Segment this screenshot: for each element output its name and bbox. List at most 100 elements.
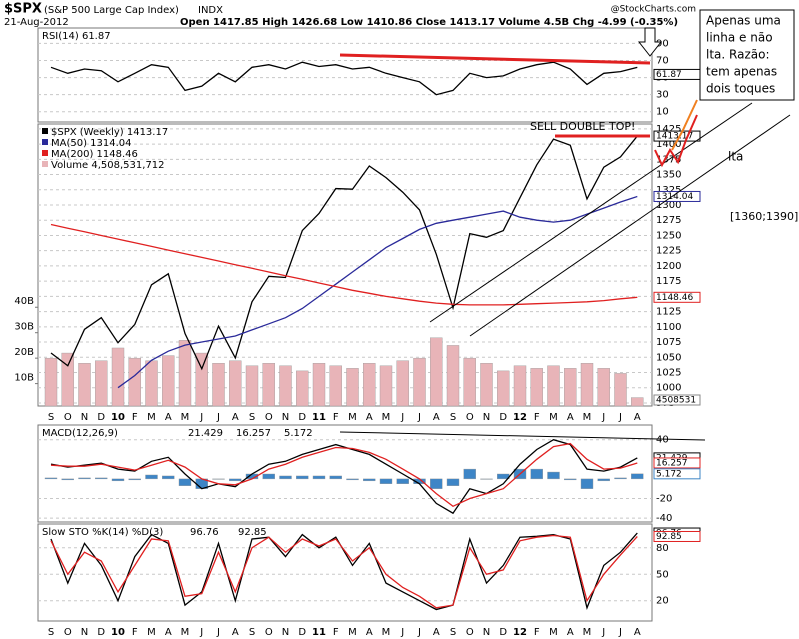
bar	[162, 355, 175, 407]
y-tick-label: 1125	[656, 307, 681, 318]
x-tick-label: M	[583, 627, 592, 638]
x-tick-label: F	[333, 412, 339, 423]
y-tick-label: 1225	[656, 246, 681, 257]
y-tick-label: 70	[656, 55, 669, 66]
bar	[329, 475, 342, 480]
legend-swatch	[42, 161, 48, 167]
x-tick-label: M	[181, 412, 190, 423]
x-tick-label: A	[366, 412, 373, 423]
value-tag-box	[653, 468, 701, 480]
x-tick-label: J	[400, 412, 404, 423]
series-line	[50, 442, 638, 508]
y-tick-label: 1350	[656, 170, 681, 181]
value-tag: 16.257	[656, 458, 688, 468]
bar	[346, 478, 359, 481]
bar	[379, 365, 393, 407]
bar	[597, 478, 610, 482]
bar	[195, 352, 208, 407]
bar	[597, 368, 610, 407]
legend-swatch	[42, 139, 48, 145]
source: @StockCharts.com	[611, 5, 696, 15]
note-line: Apenas uma	[706, 14, 781, 28]
x-tick-label: A	[634, 412, 641, 423]
bar	[111, 347, 125, 407]
arrow	[637, 27, 663, 57]
trend-line	[469, 114, 791, 337]
value-tag-box	[653, 457, 701, 469]
bar	[312, 363, 326, 407]
y-tick-label: 90	[656, 38, 669, 49]
x-tick-label: O	[265, 627, 273, 638]
legend-entry: MA(200) 1148.46	[51, 149, 138, 160]
series-line	[50, 532, 638, 611]
y-tick-label: 80	[656, 543, 669, 554]
x-tick-label: D	[499, 627, 507, 638]
value-tag-box	[653, 530, 701, 542]
x-tick-label: A	[567, 412, 574, 423]
bar	[229, 478, 242, 482]
legend-entry: Volume 4,508,531,712	[51, 160, 165, 171]
y2-tick-label: 40B	[14, 296, 34, 307]
y-tick-label: 1175	[656, 276, 681, 287]
bar	[329, 365, 342, 407]
bar	[497, 370, 510, 407]
x-tick-label: 11	[312, 627, 326, 638]
x-tick-label: O	[265, 412, 273, 423]
bar	[564, 368, 577, 407]
scribble	[654, 114, 698, 168]
bar	[513, 365, 527, 407]
macd-frame	[37, 424, 653, 523]
bar	[229, 360, 242, 407]
value-tag: 1148.46	[656, 293, 693, 303]
value-tag: 92.85	[656, 532, 682, 542]
value-tag-box	[653, 291, 701, 303]
x-tick-label: F	[132, 412, 138, 423]
sto-frame	[37, 523, 653, 622]
date: 21-Aug-2012	[4, 17, 69, 28]
bar	[145, 360, 158, 407]
note-box	[699, 9, 795, 101]
x-tick-label: S	[450, 627, 456, 638]
y-tick-label: 1025	[656, 368, 681, 379]
y2-tick-label: 20B	[14, 347, 34, 358]
note-line: lta. Razão:	[706, 48, 770, 62]
bar	[95, 477, 108, 480]
x-tick-label: F	[132, 627, 138, 638]
panel-title: Slow STO %K(14) %D(3)	[42, 527, 163, 538]
bar	[396, 478, 409, 484]
x-tick-label: D	[97, 412, 105, 423]
value-tag: 1314.04	[656, 192, 693, 202]
bar	[530, 368, 543, 407]
x-tick-label: J	[216, 627, 220, 638]
x-tick-label: J	[216, 412, 220, 423]
x-tick-label: M	[549, 627, 558, 638]
bar	[44, 357, 58, 407]
x-tick-label: S	[48, 627, 54, 638]
bar	[530, 468, 543, 480]
bar	[78, 363, 91, 407]
index-name: (S&P 500 Large Cap Index)	[44, 5, 179, 16]
y-tick-label: 1050	[656, 352, 681, 363]
y-tick-label: 10	[656, 107, 669, 118]
x-tick-label: 11	[312, 412, 326, 423]
x-tick-label: 12	[513, 412, 527, 423]
bar	[78, 477, 91, 480]
y-tick-label: 1200	[656, 261, 681, 272]
range-annotation: [1360;1390]	[730, 210, 798, 223]
y-tick-label: -20	[656, 493, 672, 504]
x-tick-label: J	[400, 627, 404, 638]
sell-annotation: SELL DOUBLE TOP!	[530, 120, 635, 133]
x-tick-label: M	[348, 627, 357, 638]
x-tick-label: D	[298, 627, 306, 638]
series-line	[50, 61, 638, 96]
x-tick-label: D	[499, 412, 507, 423]
x-tick-label: 12	[513, 627, 527, 638]
bar	[614, 373, 627, 407]
x-tick-label: J	[199, 412, 203, 423]
x-tick-label: J	[417, 412, 421, 423]
y-tick-label: 1325	[656, 185, 681, 196]
bar	[580, 478, 594, 489]
x-tick-label: N	[282, 627, 289, 638]
x-tick-label: M	[382, 627, 391, 638]
bar	[296, 475, 309, 480]
